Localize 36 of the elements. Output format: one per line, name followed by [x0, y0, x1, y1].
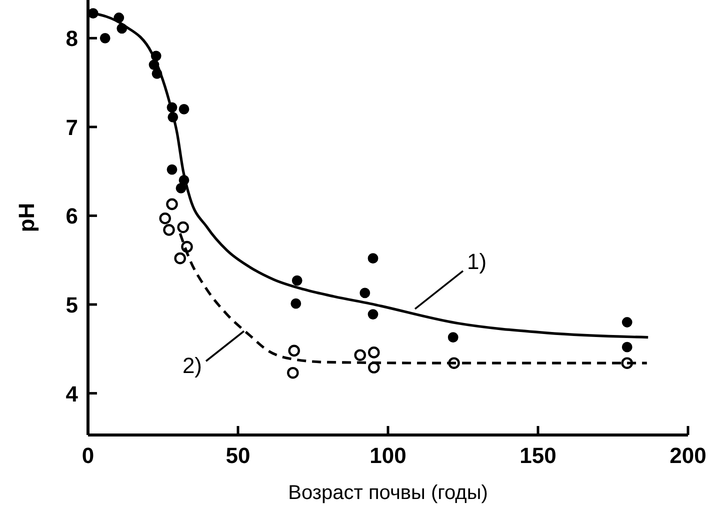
annotation: 1) — [467, 248, 487, 274]
point — [368, 309, 378, 320]
point — [622, 317, 632, 328]
point — [178, 104, 190, 114]
point — [159, 212, 171, 224]
x-tick-label: 200 — [670, 443, 706, 468]
y-tick-label: 7 — [66, 114, 78, 140]
point — [354, 349, 366, 361]
point — [174, 252, 186, 264]
y-axis-title: pH — [14, 202, 39, 232]
point — [287, 366, 299, 379]
point — [368, 253, 378, 264]
point — [288, 344, 300, 357]
x-axis-title: Возраст почвы (годы) — [288, 482, 488, 504]
point — [622, 342, 632, 352]
point — [290, 298, 302, 309]
y-tick-label: 8 — [66, 26, 78, 52]
annotation: 2) — [182, 353, 202, 378]
point — [177, 221, 189, 234]
x-tick-label: 100 — [370, 443, 406, 468]
y-tick-label: 6 — [66, 204, 78, 229]
point — [100, 32, 110, 44]
point — [163, 224, 175, 236]
point — [166, 164, 178, 175]
x-tick-label: 150 — [520, 443, 556, 468]
x-tick-label: 0 — [82, 443, 94, 468]
y-tick-label: 4 — [66, 381, 79, 406]
point — [368, 362, 380, 374]
point — [292, 275, 302, 286]
point — [166, 198, 178, 210]
point — [176, 183, 186, 194]
point — [360, 288, 370, 298]
y-tick-label: 5 — [66, 292, 78, 318]
point — [448, 332, 458, 343]
x-tick-label: 50 — [226, 443, 250, 468]
point — [368, 346, 380, 358]
